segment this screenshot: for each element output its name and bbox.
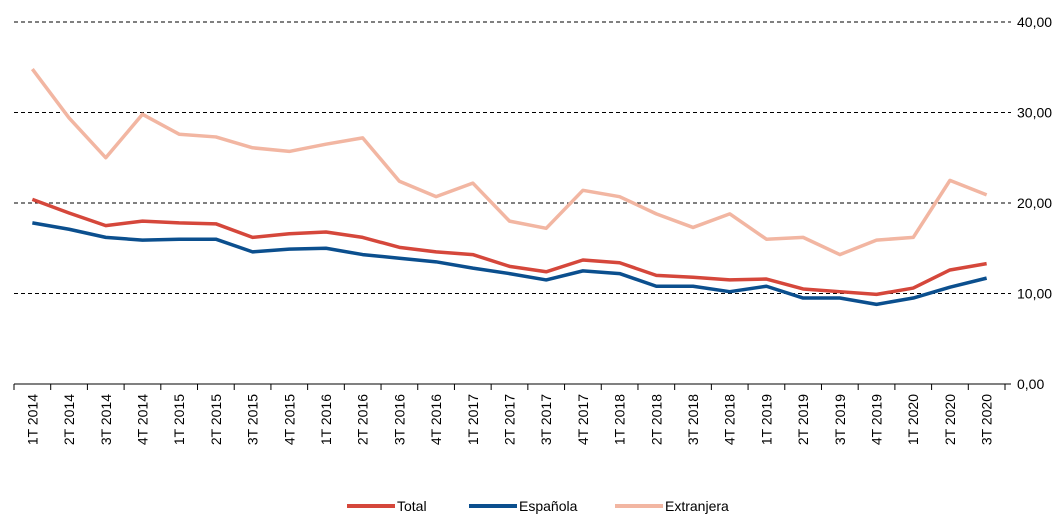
x-tick-label: 1T 2019 xyxy=(758,394,774,445)
x-tick-label: 3T 2018 xyxy=(685,394,701,445)
x-tick-label: 1T 2014 xyxy=(24,394,40,445)
x-tick-label: 4T 2018 xyxy=(722,394,738,445)
y-tick-label: 20,00 xyxy=(1017,195,1052,211)
x-tick-label: 4T 2019 xyxy=(869,394,885,445)
x-tick-label: 4T 2016 xyxy=(428,394,444,445)
legend-label: Española xyxy=(519,498,578,514)
x-tick-label: 1T 2020 xyxy=(905,394,921,445)
y-tick-label: 10,00 xyxy=(1017,286,1052,302)
x-tick-label: 2T 2018 xyxy=(648,394,664,445)
x-tick-label: 4T 2017 xyxy=(575,394,591,445)
x-tick-label: 2T 2015 xyxy=(208,394,224,445)
series-line xyxy=(30,68,988,257)
x-tick-label: 3T 2016 xyxy=(391,394,407,445)
x-tick-label: 3T 2014 xyxy=(98,394,114,445)
x-tick-label: 2T 2019 xyxy=(795,394,811,445)
x-tick-label: 2T 2017 xyxy=(502,394,518,445)
x-tick-label: 3T 2019 xyxy=(832,394,848,445)
x-tick-label: 2T 2014 xyxy=(61,394,77,445)
x-tick-label: 1T 2015 xyxy=(171,394,187,445)
legend-label: Extranjera xyxy=(665,498,729,514)
x-tick-label: 1T 2017 xyxy=(465,394,481,445)
series-line xyxy=(31,197,987,297)
x-tick-label: 3T 2015 xyxy=(245,394,261,445)
x-tick-label: 4T 2015 xyxy=(281,394,297,445)
x-tick-label: 4T 2014 xyxy=(134,394,150,445)
y-tick-label: 30,00 xyxy=(1017,105,1052,121)
x-tick-label: 1T 2018 xyxy=(612,394,628,445)
x-tick-label: 2T 2020 xyxy=(942,394,958,445)
x-tick-label: 1T 2016 xyxy=(318,394,334,445)
series-line xyxy=(32,221,988,307)
x-tick-label: 2T 2016 xyxy=(355,394,371,445)
legend-label: Total xyxy=(397,498,427,514)
y-tick-label: 40,00 xyxy=(1017,14,1052,30)
y-tick-label: 0,00 xyxy=(1017,376,1044,392)
x-tick-label: 3T 2017 xyxy=(538,394,554,445)
x-tick-label: 3T 2020 xyxy=(979,394,995,445)
